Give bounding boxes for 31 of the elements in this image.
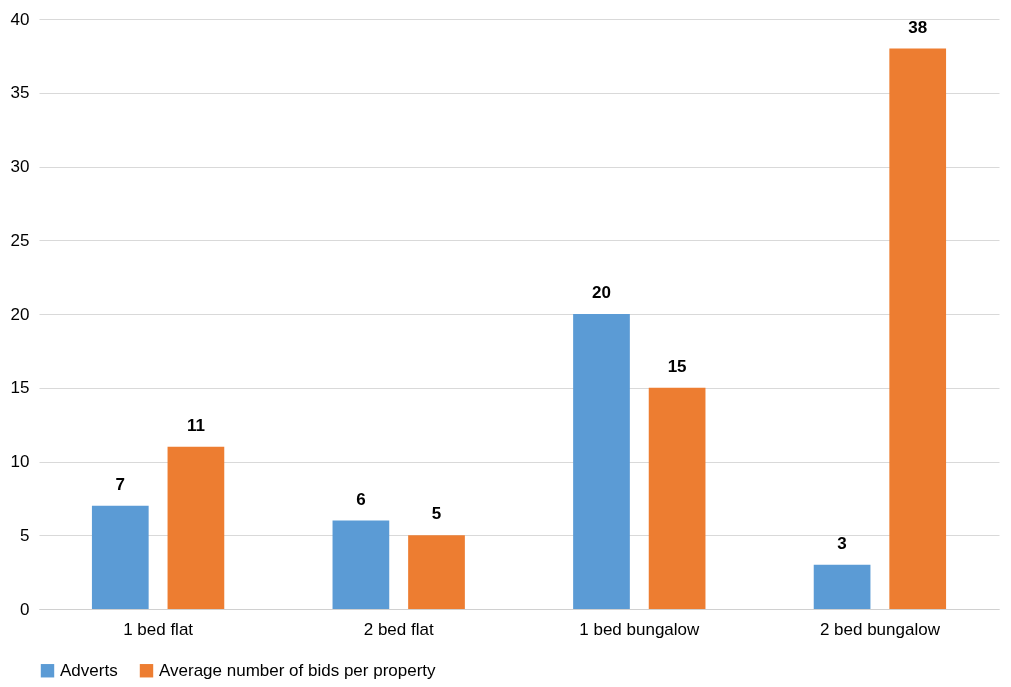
- bar: [91, 505, 149, 609]
- data-label: 6: [356, 489, 366, 509]
- bar: [573, 314, 630, 609]
- bar: [332, 520, 390, 609]
- y-tick-label: 15: [10, 378, 30, 398]
- data-label: 7: [115, 474, 126, 494]
- bar: [889, 48, 947, 609]
- x-tick-label: 1 bed bungalow: [579, 619, 701, 639]
- data-label: 20: [592, 283, 611, 302]
- data-label: 15: [667, 356, 687, 376]
- legend-label: Average number of bids per property: [159, 660, 437, 680]
- x-tick-label: 2 bed bungalow: [819, 619, 941, 639]
- y-tick-label: 5: [20, 525, 30, 545]
- y-tick-label: 10: [10, 452, 30, 471]
- y-tick-label: 35: [10, 83, 30, 103]
- bar: [813, 564, 871, 609]
- y-tick-label: 40: [10, 9, 30, 29]
- x-tick-label: 2 bed flat: [363, 619, 434, 639]
- bar: [167, 446, 225, 609]
- data-label: 3: [837, 533, 847, 553]
- data-label: 5: [431, 504, 442, 524]
- y-tick-label: 25: [10, 230, 30, 250]
- y-tick-label: 30: [10, 157, 30, 176]
- y-tick-label: 0: [20, 599, 30, 619]
- legend-label: Adverts: [60, 660, 118, 680]
- data-label: 11: [186, 415, 205, 435]
- y-tick-label: 20: [10, 304, 30, 324]
- bar: [408, 535, 465, 609]
- data-label: 38: [908, 17, 928, 37]
- x-tick-label: 1 bed flat: [123, 619, 194, 639]
- bar: [648, 387, 706, 609]
